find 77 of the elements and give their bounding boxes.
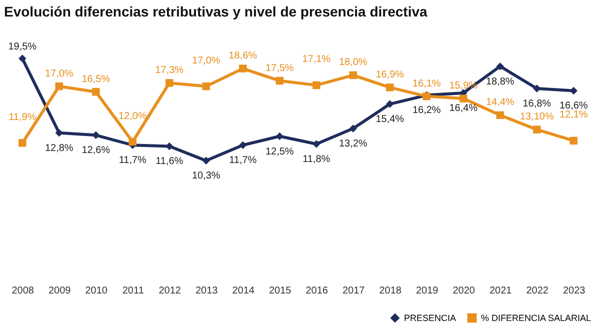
x-tick-label: 2009 bbox=[48, 286, 72, 296]
data-label: 16,4% bbox=[449, 102, 478, 114]
legend-label: PRESENCIA bbox=[404, 313, 456, 323]
data-label: 17,3% bbox=[155, 64, 184, 76]
point bbox=[533, 126, 541, 134]
point bbox=[128, 138, 136, 146]
data-label: 17,0% bbox=[44, 68, 74, 80]
point bbox=[202, 82, 210, 90]
data-label: 17,5% bbox=[265, 62, 294, 74]
data-label: 10,3% bbox=[192, 170, 220, 182]
data-label: 16,8% bbox=[522, 98, 552, 110]
x-tick-label: 2023 bbox=[563, 286, 586, 296]
legend-label: % DIFERENCIA SALARIAL bbox=[481, 313, 592, 323]
data-label: 18,6% bbox=[228, 50, 258, 62]
x-tick-label: 2017 bbox=[342, 286, 366, 296]
data-label: 11,7% bbox=[229, 155, 257, 166]
data-label: 12,8% bbox=[44, 142, 74, 154]
data-label: 18,8% bbox=[486, 76, 514, 88]
x-tick-label: 2018 bbox=[379, 286, 402, 296]
x-tick-label: 2012 bbox=[158, 286, 182, 296]
point bbox=[239, 141, 247, 150]
x-tick-label: 2010 bbox=[85, 286, 108, 296]
point bbox=[496, 62, 504, 70]
point bbox=[55, 82, 63, 90]
chart-title: Evolución diferencias retributivas y nivel de presencia directiva bbox=[4, 4, 428, 20]
data-label: 19,5% bbox=[8, 42, 37, 53]
point bbox=[55, 129, 63, 137]
point bbox=[349, 71, 357, 80]
data-label: 11,9% bbox=[8, 112, 36, 123]
point bbox=[460, 94, 468, 102]
point bbox=[166, 142, 174, 150]
x-tick-label: 2021 bbox=[490, 286, 512, 296]
point bbox=[312, 140, 320, 148]
data-label: 18,0% bbox=[338, 57, 368, 68]
data-label: 16,6% bbox=[559, 100, 588, 112]
x-tick-label: 2014 bbox=[232, 286, 255, 296]
point bbox=[533, 84, 541, 92]
data-label: 16,5% bbox=[82, 74, 110, 85]
data-label: 11,7% bbox=[118, 155, 147, 166]
data-label: 14,4% bbox=[486, 97, 514, 108]
point bbox=[386, 84, 394, 92]
data-label: 17,0% bbox=[192, 55, 220, 66]
point bbox=[312, 81, 320, 90]
point bbox=[202, 156, 210, 165]
point bbox=[92, 88, 100, 96]
data-label: 12,5% bbox=[265, 146, 294, 158]
data-label: 13,10% bbox=[520, 112, 554, 123]
point bbox=[239, 64, 247, 72]
point bbox=[386, 100, 394, 108]
point bbox=[496, 111, 504, 120]
data-label: 17,1% bbox=[302, 54, 331, 66]
point bbox=[18, 54, 26, 62]
x-tick-label: 2020 bbox=[452, 286, 476, 296]
point bbox=[18, 139, 26, 147]
point bbox=[276, 132, 284, 140]
x-tick-label: 2019 bbox=[416, 286, 439, 296]
data-label: 13,2% bbox=[338, 138, 368, 150]
data-label: 12,1% bbox=[559, 110, 588, 121]
data-label: 12,0% bbox=[118, 110, 147, 122]
data-label: 11,6% bbox=[156, 156, 184, 168]
data-label: 16,1% bbox=[412, 78, 441, 90]
point bbox=[570, 136, 578, 145]
point bbox=[92, 131, 100, 140]
point bbox=[349, 124, 357, 132]
point bbox=[276, 76, 284, 85]
data-label: 16,9% bbox=[376, 69, 404, 80]
x-tick-label: 2011 bbox=[122, 286, 144, 296]
x-tick-label: 2008 bbox=[12, 286, 34, 296]
x-tick-label: 2013 bbox=[196, 286, 218, 296]
data-label: 16,2% bbox=[412, 105, 441, 116]
point bbox=[166, 79, 174, 87]
x-tick-label: 2015 bbox=[269, 286, 292, 296]
x-tick-label: 2022 bbox=[526, 286, 549, 296]
data-label: 11,8% bbox=[302, 154, 330, 166]
x-tick-label: 2016 bbox=[306, 286, 328, 296]
data-label: 12,6% bbox=[82, 145, 110, 156]
data-label: 15,4% bbox=[376, 114, 404, 126]
